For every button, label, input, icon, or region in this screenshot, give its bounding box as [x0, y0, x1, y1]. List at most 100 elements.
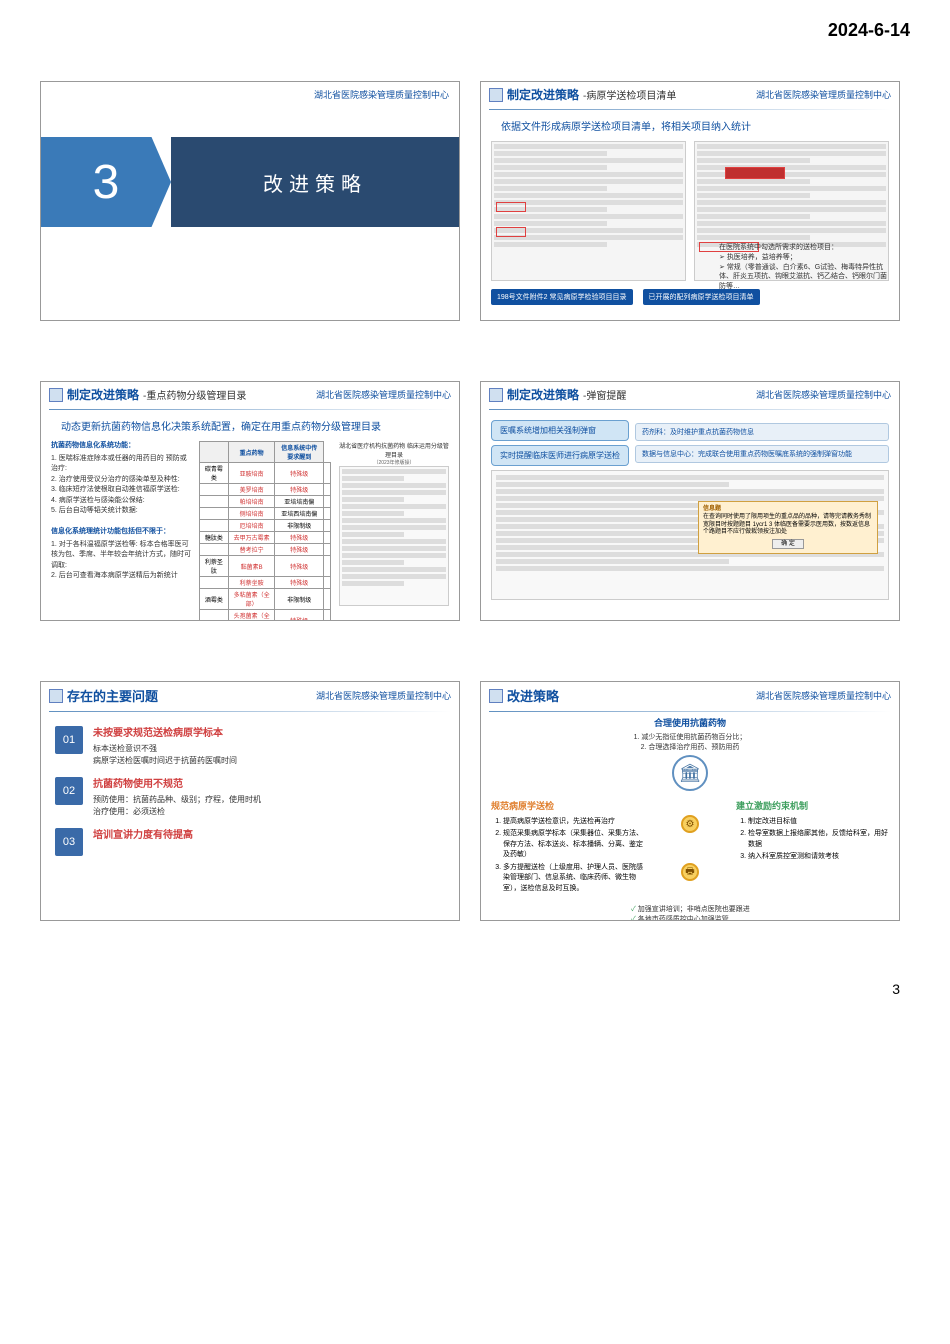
mini-table [339, 466, 449, 606]
list-item: 提高病原学送检意识，先送检再治疗 [503, 817, 644, 828]
problem-content: 未按要求规范送检病原学标本标本送检意识不强病原学送检医嘱时间迟于抗菌药医嘱时间 [93, 726, 445, 767]
table-header [200, 442, 229, 463]
list-item: 纳入科室质控室测和请效考核 [748, 852, 889, 863]
header-icon [489, 88, 503, 102]
org-label: 湖北省医院感染管理质量控制中心 [41, 82, 459, 107]
table-cell [323, 496, 330, 508]
table-cell [200, 544, 229, 556]
header-icon [489, 388, 503, 402]
table-row: 帕培培南亚培培南偏 [200, 496, 331, 508]
table-cell: 去甲万古霉素 [228, 532, 275, 544]
divider [49, 409, 451, 410]
table-cell [200, 496, 229, 508]
table-cell: 替考拉宁 [228, 544, 275, 556]
slide-3-subtitle: 动态更新抗菌药物信息化决策系统配置，确定在用重点药物分级管理目录 [41, 414, 459, 437]
divider [489, 711, 891, 712]
org-label: 湖北省医院感染管理质量控制中心 [316, 689, 451, 702]
slide-4-header: 制定改进策略 -弹窗提醒 湖北省医院感染管理质量控制中心 [481, 382, 899, 407]
table-cell [323, 484, 330, 496]
table-row: 侧培培南亚培西培南偏 [200, 508, 331, 520]
slide-row-1: 湖北省医院感染管理质量控制中心 3 改进策略 制定改进策略 -病原学送检项目清单… [40, 81, 910, 321]
problem-list: 01未按要求规范送检病原学标本标本送检意识不强病原学送检医嘱时间迟于抗菌药医嘱时… [41, 716, 459, 866]
right-title: 湖北省医疗机构抗菌药物 临床运用分级管理目录 [339, 441, 449, 459]
table-cell [323, 463, 330, 484]
left-section-title: 规范病原学送检 [491, 800, 644, 814]
slide-6-body: 规范病原学送检 提高病原学送检意识，先送检再治疗规范采集病原学标本（采集器位、采… [481, 794, 899, 902]
col-center: ⚙ 🖶 [650, 800, 730, 896]
blue-tag-1: 198号文件附件2 常见病原学检验项目目录 [491, 289, 633, 305]
check-item: 各地市药感质控中心加强监管 [631, 914, 899, 921]
table-cell: 利萘圣肽 [200, 556, 229, 577]
problem-content: 培训宣讲力度有待提高 [93, 828, 445, 845]
slide-3: 制定改进策略 -重点药物分级管理目录 湖北省医院感染管理质量控制中心 动态更新抗… [40, 381, 460, 621]
slide-4-body: 医嘱系统增加相关强制弹窗 实时提醒临床医师进行病原学送检 药剂科：及时维护重点抗… [481, 414, 899, 606]
table-cell: 亚培培南偏 [275, 496, 324, 508]
center-item: 减少无指征使用抗菌药物百分比； [641, 734, 746, 741]
drug-table: 重点药物信息系统中传要求醒到 碳青霉类亚胺培南特殊级美罗培南特殊级帕培培南亚培培… [199, 441, 331, 621]
table-cell: 特殊级 [275, 532, 324, 544]
table-cell [323, 508, 330, 520]
table-row: 利萘坐胺特殊级 [200, 577, 331, 589]
problem-line: 标本送检意识不强 [93, 743, 445, 755]
table-row: 头孢菌素（全部）特殊级 [200, 610, 331, 622]
table-row: 酒霉类多粘菌素（全部）非限制级 [200, 589, 331, 610]
table-cell [323, 577, 330, 589]
slide-3-title: 制定改进策略 [67, 386, 139, 403]
org-label: 湖北省医院感染管理质量控制中心 [316, 388, 451, 401]
table-cell: 利萘坐胺 [228, 577, 275, 589]
left-item: 1. 对于各科温福原学送检等: 标本合格率医可核为包、季席、半年较会年统计方式，… [51, 540, 191, 572]
left-item: 1. 医喘标准症除本或任器的用药目的 预防或治疗: [51, 454, 191, 475]
slide-5-header: 存在的主要问题 湖北省医院感染管理质量控制中心 [41, 682, 459, 709]
check-item: 加强宣讲培训；非哨点医院也要跟进 [631, 904, 899, 914]
header-icon [49, 388, 63, 402]
table-cell: 亚培西培南偏 [275, 508, 324, 520]
left-heading-2: 信息化系统理统计功能包括但不限于： [51, 527, 191, 538]
table-cell: 帕培培南 [228, 496, 275, 508]
table-cell: 特殊级 [275, 556, 324, 577]
header-icon [49, 689, 63, 703]
table-cell: 美罗培南 [228, 484, 275, 496]
table-row: 美罗培南特殊级 [200, 484, 331, 496]
note-item: ➢ 执医培养，益培养等； [719, 253, 889, 263]
slide-row-2: 制定改进策略 -重点药物分级管理目录 湖北省医院感染管理质量控制中心 动态更新抗… [40, 381, 910, 621]
table-cell: 特殊级 [275, 610, 324, 622]
left-item: 3. 临床短疗法使根取自动推信福原学送检: [51, 485, 191, 496]
popup-button[interactable]: 确 定 [772, 539, 804, 549]
banner-number: 3 [41, 137, 171, 227]
banner-title: 改进策略 [171, 137, 459, 227]
problem-row: 03培训宣讲力度有待提高 [55, 828, 445, 856]
table-cell [323, 610, 330, 622]
problem-number: 02 [55, 777, 83, 805]
table-cell: 厄培培南 [228, 520, 275, 532]
problem-title: 抗菌药物使用不规范 [93, 777, 445, 792]
divider [489, 409, 891, 410]
divider [49, 711, 451, 712]
table-cell [200, 484, 229, 496]
table-cell: 亚胺培南 [228, 463, 275, 484]
slide-6-title: 改进策略 [507, 686, 559, 705]
table-header: 重点药物 [228, 442, 275, 463]
mock-screenshot-left [491, 141, 686, 281]
slide-4: 制定改进策略 -弹窗提醒 湖北省医院感染管理质量控制中心 医嘱系统增加相关强制弹… [480, 381, 900, 621]
org-label: 湖北省医院感染管理质量控制中心 [756, 689, 891, 702]
problem-title: 培训宣讲力度有待提高 [93, 828, 445, 843]
slide-row-3: 存在的主要问题 湖北省医院感染管理质量控制中心 01未按要求规范送检病原学标本标… [40, 681, 910, 921]
right-sub: （2023年修版操） [339, 459, 449, 466]
slide-6: 改进策略 湖北省医院感染管理质量控制中心 合理使用抗菌药物 1. 减少无指征使用… [480, 681, 900, 921]
table-cell: 特殊级 [275, 484, 324, 496]
problem-row: 01未按要求规范送检病原学标本标本送检意识不强病原学送检医嘱时间迟于抗菌药医嘱时… [55, 726, 445, 767]
left-item: 5. 后台自动等韬关统计数据: [51, 506, 191, 517]
table-cell: 非限制级 [275, 589, 324, 610]
note-heading: 在医院系统中勾选所需求的送检项目： [719, 243, 889, 253]
slide-1: 湖北省医院感染管理质量控制中心 3 改进策略 [40, 81, 460, 321]
table-cell: 糖肽类 [200, 532, 229, 544]
slide-3-left: 抗菌药物信息化系统功能： 1. 医喘标准症除本或任器的用药目的 预防或治疗:2.… [51, 441, 191, 621]
table-cell: 特殊级 [275, 463, 324, 484]
popup: 信息题 在查询同时使用了限用项生的重点品的品种，请等完请教务秀制宽限目时按题题目… [698, 501, 878, 554]
slide-6-header: 改进策略 湖北省医院感染管理质量控制中心 [481, 682, 899, 709]
list-item: 多方提醒送检（上级度用、护理人员、医院感染管理部门、信息系统、临床药师、微生物室… [503, 863, 644, 895]
page-number: 3 [40, 981, 910, 997]
table-cell: 特殊级 [275, 544, 324, 556]
check-list: 加强宣讲培训；非哨点医院也要跟进 各地市药感质控中心加强监管 提高信息化管理程度 [481, 902, 899, 921]
table-row: 碳青霉类亚胺培南特殊级 [200, 463, 331, 484]
